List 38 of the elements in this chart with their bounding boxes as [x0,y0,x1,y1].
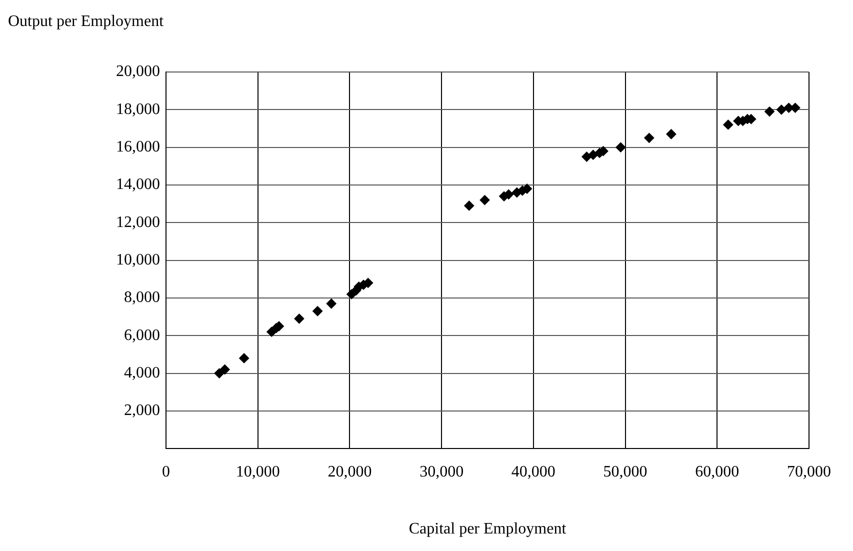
point [582,152,592,162]
point [220,364,230,375]
point [666,129,676,140]
point [363,278,374,288]
point [616,142,626,152]
y-tick-label: 6,000 [124,326,160,344]
x-tick-label: 0 [162,463,170,480]
x-tick-label: 10,000 [236,463,280,480]
point [504,189,514,200]
y-tick-label: 2,000 [124,402,160,420]
point [214,368,224,378]
x-tick-label: 40,000 [511,463,556,480]
point [522,184,532,194]
point [480,195,490,206]
x-tick-label: 50,000 [603,463,648,480]
point [764,106,774,117]
y-tick-label: 4,000 [124,364,160,382]
x-tick-label: 60,000 [695,463,740,480]
y-tick-label: 14,000 [116,176,160,194]
y-tick-label: 8,000 [124,289,160,306]
x-axis-title: Capital per Employment [408,520,567,538]
x-tick-label: 20,000 [328,463,372,480]
point [312,306,323,316]
y-tick-label: 12,000 [116,214,160,231]
y-tick-label: 16,000 [116,138,160,156]
point [326,298,336,309]
y-tick-label: 20,000 [116,63,160,80]
point [644,132,654,143]
point [776,104,786,115]
point [294,314,304,324]
y-tick-label: 10,000 [116,252,160,269]
point [723,120,734,130]
y-tick-label: 18,000 [116,100,160,118]
y-axis-title: Output per Employment [8,13,164,30]
x-tick-label: 70,000 [787,463,831,480]
point [239,353,250,364]
x-tick-label: 30,000 [420,463,464,480]
point [464,200,474,211]
